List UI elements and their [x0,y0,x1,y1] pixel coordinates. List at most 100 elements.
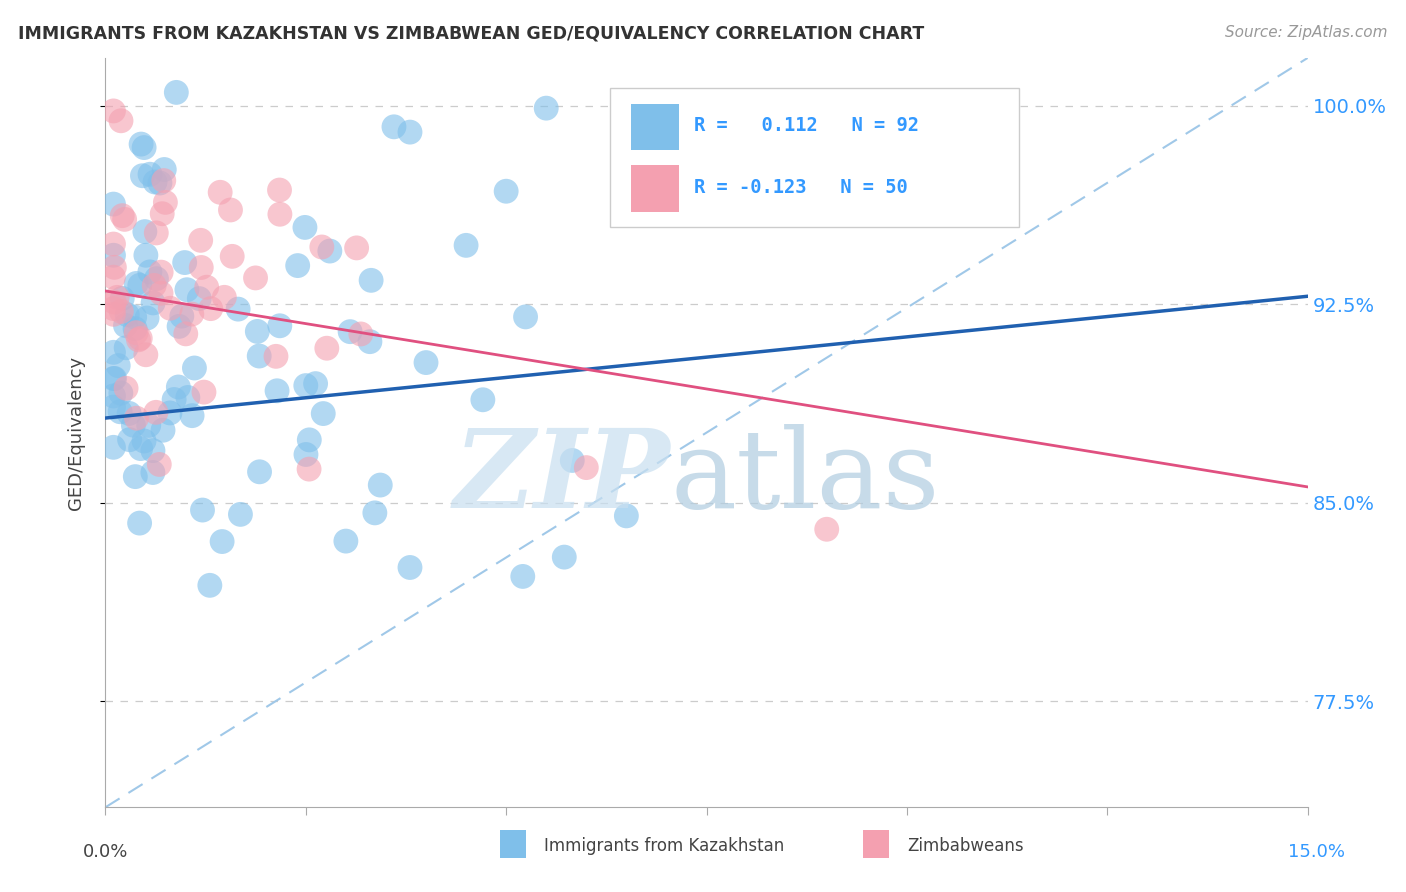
Point [103,248,125,262]
Point [103,301,125,316]
Point [142,443,165,458]
Point [103,197,125,211]
Point [122,418,145,433]
Point [127,333,149,347]
Point [111,291,134,305]
Point [245,271,267,285]
Point [148,458,170,472]
Point [495,184,517,198]
Point [219,202,242,217]
Point [399,125,422,139]
Point [103,237,125,252]
Point [561,453,583,467]
Point [200,301,222,316]
Point [125,326,148,340]
Point [152,423,174,437]
Point [118,406,141,420]
Point [114,318,136,333]
Point [176,283,198,297]
Point [311,240,333,254]
FancyBboxPatch shape [610,88,1019,227]
Point [105,290,128,304]
Point [124,321,146,335]
Point [155,195,177,210]
Point [221,249,243,263]
Point [132,140,155,154]
Point [125,277,148,291]
Point [193,385,215,400]
Point [536,101,558,115]
Point [143,278,166,293]
Point [350,326,373,341]
Point [174,326,197,341]
Point [115,341,138,355]
Text: IMMIGRANTS FROM KAZAKHSTAN VS ZIMBABWEAN GED/EQUIVALENCY CORRELATION CHART: IMMIGRANTS FROM KAZAKHSTAN VS ZIMBABWEAN… [18,25,925,43]
FancyBboxPatch shape [863,830,889,858]
Point [167,380,190,394]
Point [129,442,152,456]
Point [170,309,193,323]
Point [247,349,270,363]
Point [103,371,125,385]
Point [211,534,233,549]
Point [575,460,598,475]
Point [114,212,136,227]
FancyBboxPatch shape [631,165,679,211]
Point [298,433,321,447]
Point [191,503,214,517]
Point [382,120,405,134]
Point [471,392,494,407]
Point [298,462,321,476]
Point [183,361,205,376]
Point [145,271,167,285]
Point [135,248,157,262]
Point [312,407,335,421]
Point [319,244,342,258]
Point [269,207,291,221]
Text: atlas: atlas [671,424,941,531]
Text: Zimbabweans: Zimbabweans [907,838,1024,855]
Text: R = -0.123   N = 50: R = -0.123 N = 50 [695,178,908,197]
Point [512,569,534,583]
Point [553,550,575,565]
Point [103,440,125,454]
Point [198,578,221,592]
Point [103,295,125,310]
Point [118,433,141,447]
Point [159,406,181,420]
Point [359,334,381,349]
Text: 15.0%: 15.0% [1288,843,1344,861]
Point [246,325,269,339]
Point [181,409,204,423]
Point [177,391,200,405]
Point [269,183,291,197]
Point [135,348,157,362]
Point [368,478,391,492]
Point [190,233,212,247]
Point [103,307,125,321]
Point [115,381,138,395]
Point [128,516,150,530]
Point [132,434,155,448]
Point [131,169,153,183]
Point [108,405,131,419]
Point [214,290,236,304]
Point [136,311,159,326]
Text: R =   0.112   N = 92: R = 0.112 N = 92 [695,116,920,135]
Point [190,260,212,275]
Point [128,278,150,293]
Point [104,371,127,385]
Text: Source: ZipAtlas.com: Source: ZipAtlas.com [1225,25,1388,40]
Point [125,411,148,425]
Point [269,318,291,333]
Point [138,418,160,433]
Point [195,280,218,294]
Point [145,405,167,419]
Point [399,560,422,574]
Y-axis label: GED/Equivalency: GED/Equivalency [66,356,84,509]
Point [103,260,125,275]
Point [360,273,382,287]
Point [142,466,165,480]
Point [110,304,132,318]
Point [150,286,173,301]
